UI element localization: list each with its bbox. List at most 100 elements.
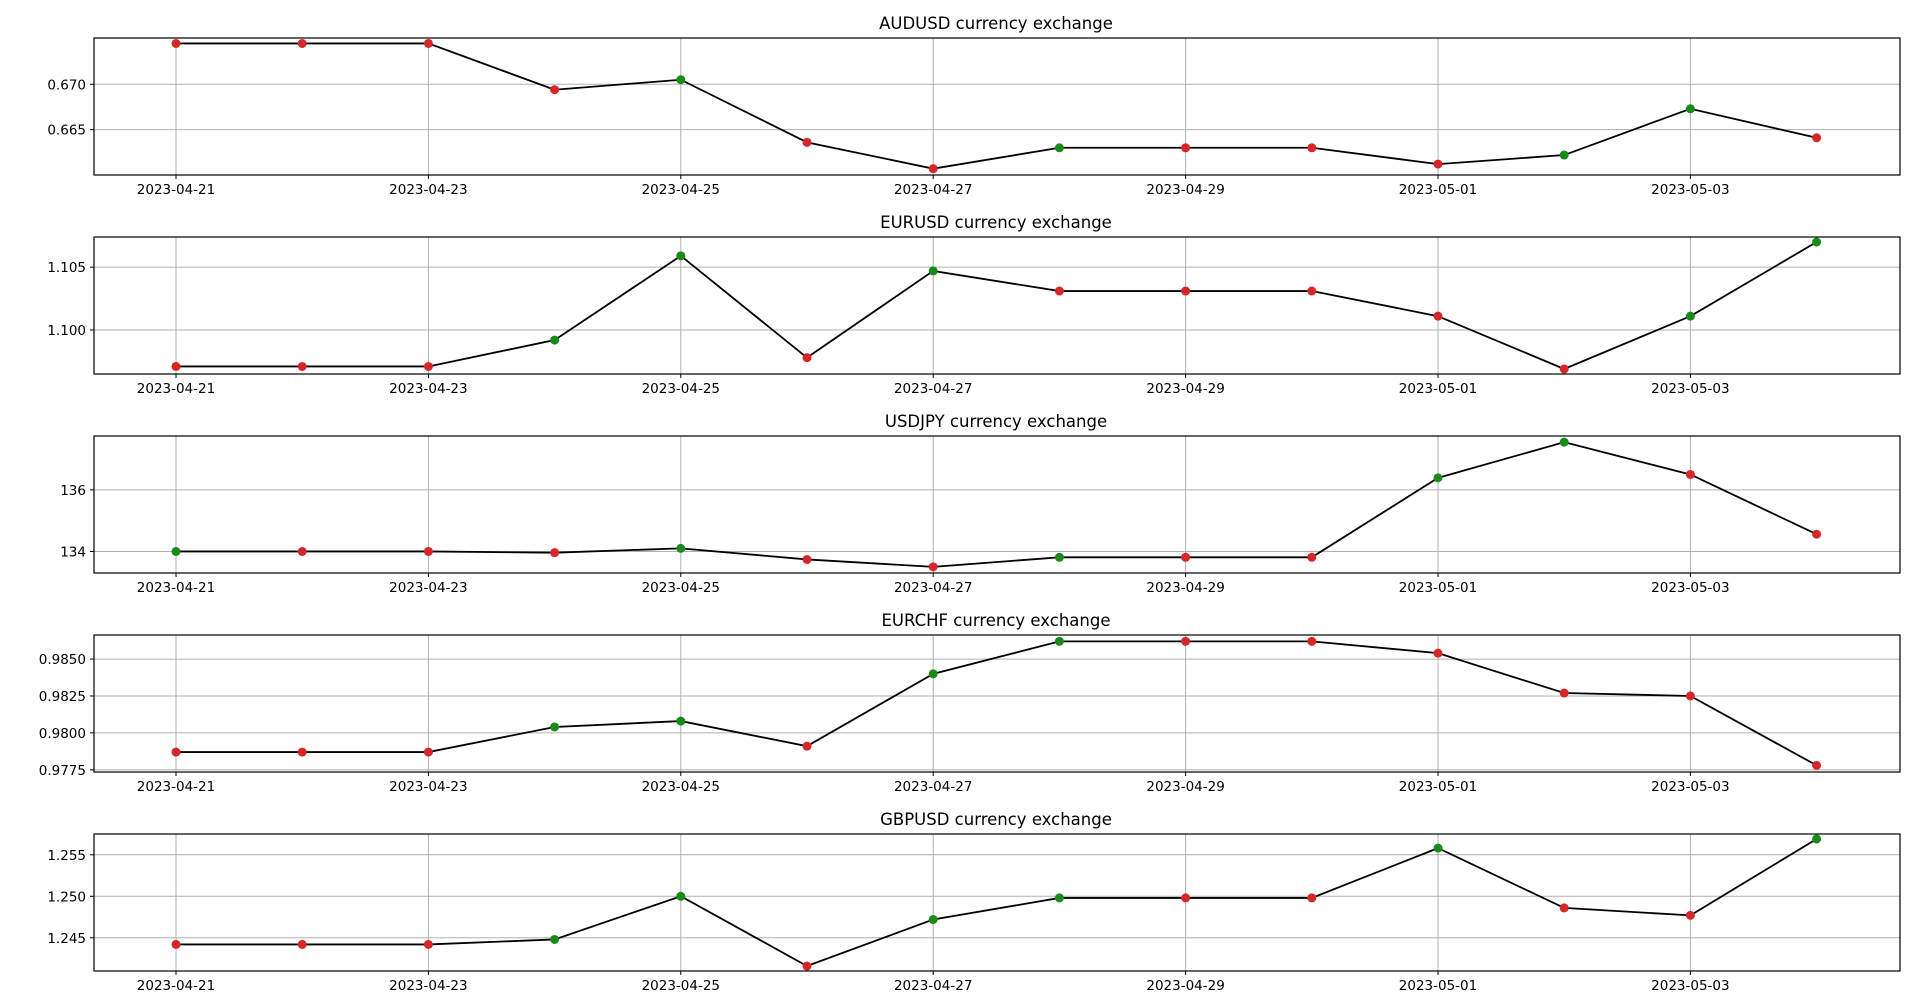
data-point xyxy=(1812,760,1822,770)
data-point xyxy=(423,361,433,371)
y-tick-label: 0.665 xyxy=(47,123,86,139)
x-tick-label: 2023-04-23 xyxy=(389,381,467,397)
axes-frame xyxy=(93,37,1901,176)
data-point xyxy=(802,554,812,564)
y-tick-label: 1.255 xyxy=(47,848,86,864)
subplot-eurusd: EURUSD currency exchange 2023-04-21 2023-… xyxy=(47,213,1901,397)
data-point xyxy=(802,353,812,363)
subplot-title: EURUSD currency exchange xyxy=(880,213,1112,232)
data-point xyxy=(1181,552,1191,562)
data-point xyxy=(928,915,938,925)
data-point xyxy=(1433,473,1443,483)
y-tick-label: 0.670 xyxy=(47,77,86,93)
y-tick-label: 1.250 xyxy=(47,889,86,905)
data-point xyxy=(1685,691,1695,701)
data-point xyxy=(676,716,686,726)
data-point xyxy=(550,85,560,95)
data-point xyxy=(297,939,307,949)
data-point xyxy=(1812,834,1822,844)
data-point xyxy=(550,335,560,345)
x-tick-label: 2023-05-03 xyxy=(1651,978,1729,994)
data-point xyxy=(171,361,181,371)
x-tick-label: 2023-04-21 xyxy=(137,779,215,795)
x-tick-label: 2023-04-27 xyxy=(894,580,972,596)
data-point xyxy=(1433,159,1443,169)
data-point xyxy=(297,38,307,48)
data-point xyxy=(1054,552,1064,562)
axes-frame xyxy=(93,634,1901,773)
data-point xyxy=(1307,143,1317,153)
data-point xyxy=(1559,688,1569,698)
data-point xyxy=(1054,893,1064,903)
data-point xyxy=(550,722,560,732)
x-tick-label: 2023-04-29 xyxy=(1146,978,1224,994)
x-tick-label: 2023-04-27 xyxy=(894,978,972,994)
data-point xyxy=(1433,843,1443,853)
data-point xyxy=(676,543,686,553)
y-tick-label: 136 xyxy=(60,483,86,499)
x-tick-label: 2023-04-25 xyxy=(642,779,720,795)
x-tick-label: 2023-04-23 xyxy=(389,580,467,596)
data-point xyxy=(1812,237,1822,247)
data-point xyxy=(423,939,433,949)
x-tick-label: 2023-05-03 xyxy=(1651,182,1729,198)
data-point xyxy=(928,266,938,276)
data-point xyxy=(1812,529,1822,539)
axes-frame xyxy=(93,833,1901,972)
data-point xyxy=(1433,648,1443,658)
series-line xyxy=(176,241,1818,370)
data-point xyxy=(1181,893,1191,903)
x-tick-label: 2023-05-01 xyxy=(1399,381,1477,397)
x-tick-label: 2023-04-21 xyxy=(137,978,215,994)
data-point xyxy=(1181,636,1191,646)
data-point xyxy=(928,164,938,174)
data-point xyxy=(1433,311,1443,321)
x-tick-label: 2023-04-23 xyxy=(389,779,467,795)
subplot-title: AUDUSD currency exchange xyxy=(879,14,1113,33)
data-point xyxy=(423,38,433,48)
x-tick-label: 2023-05-01 xyxy=(1399,182,1477,198)
subplot-gbpusd: GBPUSD currency exchange 2023-04-21 2023-… xyxy=(47,810,1901,994)
data-point xyxy=(676,891,686,901)
x-tick-label: 2023-04-27 xyxy=(894,381,972,397)
data-point xyxy=(1054,143,1064,153)
series-line xyxy=(176,42,1817,170)
axes-frame xyxy=(93,435,1901,574)
data-point xyxy=(676,251,686,261)
data-point xyxy=(171,939,181,949)
data-point xyxy=(928,562,938,572)
data-point xyxy=(1307,286,1317,296)
x-tick-label: 2023-05-01 xyxy=(1399,779,1477,795)
data-point xyxy=(928,669,938,679)
subplot-title: EURCHF currency exchange xyxy=(881,611,1110,630)
subplot-title: USDJPY currency exchange xyxy=(885,412,1107,431)
x-tick-label: 2023-04-21 xyxy=(137,381,215,397)
data-point xyxy=(1307,552,1317,562)
data-point xyxy=(171,546,181,556)
data-point xyxy=(171,38,181,48)
subplot-eurchf: EURCHF currency exchange 2023-04-21 2023-… xyxy=(39,611,1901,795)
subplot-usdjpy: USDJPY currency exchange 2023-04-21 2023-… xyxy=(60,412,1901,596)
data-point xyxy=(1054,286,1064,296)
data-point xyxy=(802,741,812,751)
series-line xyxy=(176,838,1818,968)
data-point xyxy=(1181,286,1191,296)
data-point xyxy=(1812,133,1822,143)
y-tick-label: 134 xyxy=(60,544,86,560)
x-tick-label: 2023-05-01 xyxy=(1399,978,1477,994)
x-tick-label: 2023-04-21 xyxy=(137,580,215,596)
x-tick-label: 2023-04-27 xyxy=(894,182,972,198)
x-tick-label: 2023-04-29 xyxy=(1146,580,1224,596)
y-tick-label: 0.9825 xyxy=(39,689,86,705)
x-tick-label: 2023-04-29 xyxy=(1146,381,1224,397)
x-tick-label: 2023-05-03 xyxy=(1651,580,1729,596)
x-tick-label: 2023-05-03 xyxy=(1651,779,1729,795)
data-point xyxy=(1559,903,1569,913)
y-tick-label: 0.9775 xyxy=(39,763,86,779)
data-point xyxy=(550,548,560,558)
data-point xyxy=(676,75,686,85)
data-point xyxy=(1559,437,1569,447)
subplot-title: GBPUSD currency exchange xyxy=(880,810,1112,829)
data-point xyxy=(1685,469,1695,479)
data-point xyxy=(297,361,307,371)
